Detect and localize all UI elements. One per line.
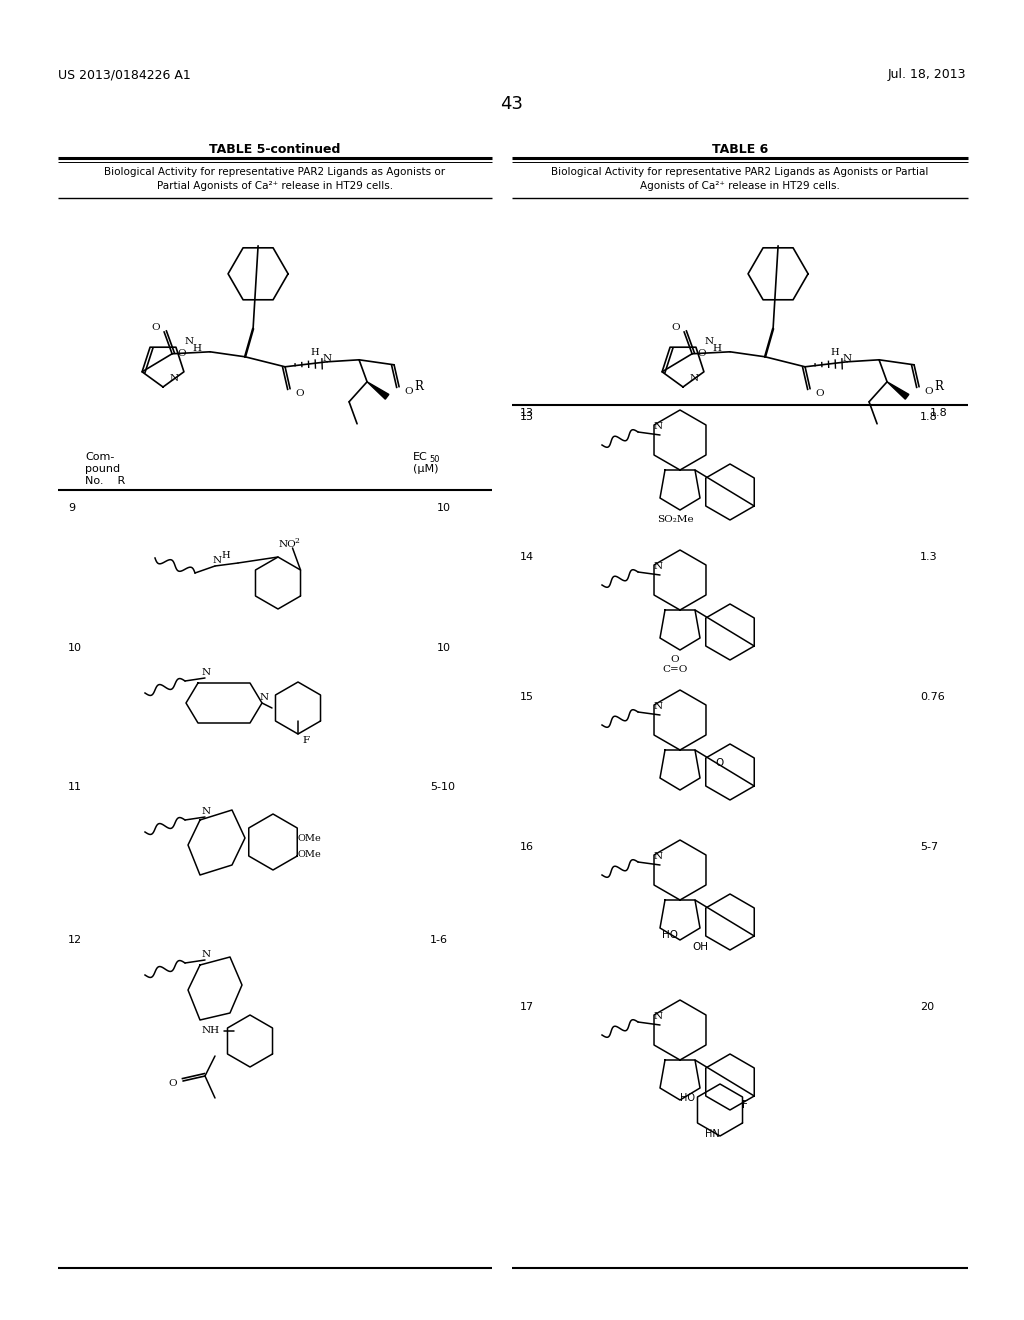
Text: R: R <box>414 380 423 393</box>
Text: 1.8: 1.8 <box>930 408 948 418</box>
Text: N: N <box>653 851 663 861</box>
Text: N: N <box>653 422 663 432</box>
Text: 11: 11 <box>68 781 82 792</box>
Text: 2: 2 <box>295 537 299 545</box>
Text: 13: 13 <box>520 408 534 418</box>
Text: O: O <box>152 323 161 331</box>
Text: 5-7: 5-7 <box>920 842 938 851</box>
Text: HO: HO <box>662 931 678 940</box>
Text: O: O <box>697 350 706 358</box>
Text: Agonists of Ca²⁺ release in HT29 cells.: Agonists of Ca²⁺ release in HT29 cells. <box>640 181 840 191</box>
Text: 15: 15 <box>520 692 534 702</box>
Text: H: H <box>830 347 840 356</box>
Text: N: N <box>170 374 179 383</box>
Text: 10: 10 <box>68 643 82 653</box>
Text: 13: 13 <box>520 412 534 422</box>
Text: SO₂Me: SO₂Me <box>656 515 693 524</box>
Text: N: N <box>202 950 211 960</box>
Text: O: O <box>815 389 823 397</box>
Text: 10: 10 <box>437 503 451 513</box>
Text: OMe: OMe <box>297 834 321 843</box>
Text: H: H <box>221 550 229 560</box>
Text: O: O <box>404 387 413 396</box>
Text: O: O <box>924 387 933 396</box>
Text: 20: 20 <box>920 1002 934 1012</box>
Text: TABLE 6: TABLE 6 <box>712 143 768 156</box>
Text: HO: HO <box>680 1093 695 1104</box>
Text: 10: 10 <box>437 643 451 653</box>
Text: OH: OH <box>692 942 708 952</box>
Text: H: H <box>310 347 319 356</box>
Text: 17: 17 <box>520 1002 535 1012</box>
Text: N: N <box>842 354 851 363</box>
Text: 9: 9 <box>68 503 75 513</box>
Text: NH: NH <box>202 1026 220 1035</box>
Text: EC: EC <box>413 451 428 462</box>
Text: N: N <box>184 338 194 346</box>
Text: N: N <box>202 668 211 677</box>
Text: HN: HN <box>705 1129 720 1139</box>
Text: O: O <box>672 323 680 331</box>
Text: 1-6: 1-6 <box>430 935 449 945</box>
Text: F: F <box>742 1100 748 1110</box>
Text: O: O <box>169 1078 177 1088</box>
Text: TABLE 5-continued: TABLE 5-continued <box>209 143 341 156</box>
Text: US 2013/0184226 A1: US 2013/0184226 A1 <box>58 69 190 81</box>
Text: N: N <box>202 807 211 816</box>
Text: pound: pound <box>85 465 120 474</box>
Text: (μM): (μM) <box>413 465 438 474</box>
Text: O: O <box>295 389 304 397</box>
Text: O
C=O: O C=O <box>663 655 688 675</box>
Text: 50: 50 <box>429 455 439 465</box>
Text: H: H <box>193 345 201 354</box>
Text: 1.8: 1.8 <box>920 412 938 422</box>
Text: Partial Agonists of Ca²⁺ release in HT29 cells.: Partial Agonists of Ca²⁺ release in HT29… <box>157 181 393 191</box>
Text: Com-: Com- <box>85 451 115 462</box>
Text: 1.3: 1.3 <box>920 552 938 562</box>
Text: N: N <box>653 1012 663 1020</box>
Text: 0.76: 0.76 <box>920 692 945 702</box>
Text: NO: NO <box>279 540 296 549</box>
Polygon shape <box>887 381 909 399</box>
Text: O: O <box>177 350 185 358</box>
Text: N: N <box>653 702 663 711</box>
Text: 5-10: 5-10 <box>430 781 455 792</box>
Text: OMe: OMe <box>297 850 321 859</box>
Text: 12: 12 <box>68 935 82 945</box>
Text: 43: 43 <box>501 95 523 114</box>
Text: N: N <box>260 693 269 702</box>
Polygon shape <box>367 381 389 399</box>
Text: O: O <box>716 758 724 768</box>
Text: N: N <box>705 338 713 346</box>
Text: 16: 16 <box>520 842 534 851</box>
Text: N: N <box>323 354 331 363</box>
Text: No.    R: No. R <box>85 477 125 486</box>
Text: Biological Activity for representative PAR2 Ligands as Agonists or: Biological Activity for representative P… <box>104 168 445 177</box>
Text: N: N <box>690 374 699 383</box>
Text: Jul. 18, 2013: Jul. 18, 2013 <box>888 69 966 81</box>
Text: Biological Activity for representative PAR2 Ligands as Agonists or Partial: Biological Activity for representative P… <box>551 168 929 177</box>
Text: N: N <box>213 556 222 565</box>
Text: F: F <box>302 737 309 744</box>
Text: H: H <box>712 345 721 354</box>
Text: 14: 14 <box>520 552 535 562</box>
Text: N: N <box>653 562 663 572</box>
Text: R: R <box>934 380 943 393</box>
